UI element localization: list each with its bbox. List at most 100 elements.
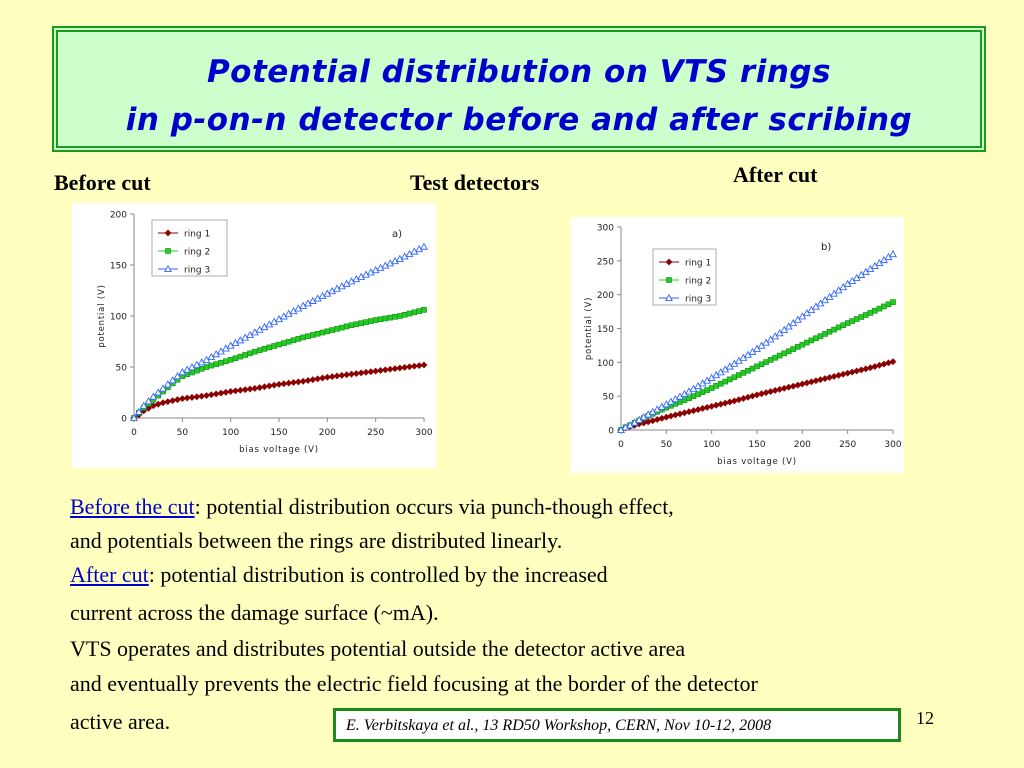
chart-b-x-tick-label: 200 [794,440,811,450]
chart-b-point [784,322,793,330]
chart-b-point [889,249,897,258]
chart-a-point [252,348,258,355]
chart-b-point [685,408,693,416]
chart-a-y-tick-label: 0 [121,415,127,425]
chart-b-point [767,388,775,395]
chart-a-point [256,347,263,354]
chart-a-point [265,382,273,390]
chart-a-point [149,392,158,400]
chart-b-point [703,403,711,411]
chart-a-point [334,326,340,332]
chart-a-point [222,388,230,396]
chart-a-point [139,401,148,409]
chart-b-y-tick-label: 150 [597,325,614,335]
chart-a-y-tick-label: 50 [116,364,128,374]
chart-b-point [676,410,684,418]
chart-a-point [218,359,224,366]
chart-a-point [295,336,302,342]
chart-a-point [261,346,268,352]
chart-a-point [174,396,181,404]
chart-b: 0 50 100 150 200 250 300 0 50 100 150 200 250 300 bias… [584,224,902,468]
chart-b-legend-label: ring 1 [685,259,711,269]
chart-b-point [793,315,802,323]
chart-a-point [319,374,326,382]
chart-a-x-tick-label: 0 [131,428,137,438]
chart-a-point [261,383,268,391]
after-paragraph: After cut: potential distribution is con… [70,562,608,588]
chart-b-x-tick-label: 0 [618,440,624,450]
chart-a-point [207,391,215,399]
chart-a-x-tick-label: 50 [177,428,189,438]
chart-a-point [256,384,264,392]
chart-a-point [154,388,163,396]
chart-a-point [266,344,273,351]
chart-b-point [667,412,675,420]
chart-a-y-tick-label: 100 [110,313,127,323]
chart-b-point [807,378,815,386]
chart-a-series-markers-3 [130,242,428,422]
chart-b-x-tick-label: 100 [703,440,720,450]
chart-a-x-tick-label: 200 [319,428,336,438]
chart-a-legend: ring 1 ring 2 ring 3 [151,219,228,277]
chart-a-point [299,377,307,385]
chart-b-point [780,325,789,333]
chart-a-y-tick-label: 200 [110,211,127,221]
chart-a-point [208,362,215,369]
chart-a-x-tick-label: 150 [270,428,287,438]
chart-b-x-axis-label: bias voltage (V) [717,457,797,467]
chart-a-point [314,375,322,383]
chart-b-legend-marker [665,258,673,266]
chart-b-point [817,376,824,384]
chart-a-point [159,384,167,392]
chart-a-point [227,357,234,363]
chart-b-y-tick-label: 200 [597,291,614,301]
before-paragraph: Before the cut: potential distribution o… [70,494,674,520]
chart-a-point [309,376,317,384]
chart-a-point [387,314,393,321]
chart-b-point [726,398,734,406]
chart-b-point [762,389,770,397]
chart-a-point [276,341,282,348]
chart-a-point [406,310,413,317]
chart-a-series-markers-1 [130,361,428,422]
chart-b-legend-label: ring 3 [685,295,711,305]
chart-a-point [377,316,384,323]
chart-a-point [164,398,172,406]
chart-a-point [319,329,326,336]
chart-a-point [169,397,177,405]
chart-b-point [830,372,838,380]
chart-a-legend-label: ring 2 [184,248,210,258]
chart-b-point [839,370,847,378]
before-the-cut-link[interactable]: Before the cut [70,494,195,519]
chart-b-point [889,358,897,366]
chart-a-point [343,323,350,330]
chart-a-point [134,407,143,415]
chart-b-y-tick-label: 50 [603,393,615,403]
chart-b-point [794,381,802,389]
chart-a-point [300,334,306,341]
chart-a-point [324,328,331,335]
chart-a-point [212,390,220,398]
after-cut-link[interactable]: After cut [70,562,149,587]
chart-b-point [708,402,716,410]
chart-a-point [353,321,360,327]
chart-a-point [242,352,248,358]
chart-b-point [857,366,865,374]
after-cut-label: After cut [733,162,818,187]
chart-a-legend-marker [164,229,172,237]
chart-b-point [780,384,788,392]
chart-b-point [776,385,784,393]
body-line5: VTS operates and distributes potential o… [70,636,686,661]
chart-a-point [232,355,239,362]
chart-b-legend: ring 1 ring 2 ring 3 [652,248,717,306]
chart-b-x-tick-label: 150 [748,440,765,450]
chart-b-x-tick-label: 50 [661,440,673,450]
title-box: Potential distribution on VTS rings in p… [52,26,986,152]
chart-a-point [363,319,369,325]
chart-b-point [694,406,702,413]
chart-a-y-axis-label: potential (V) [97,284,107,347]
chart-b-y-tick-label: 100 [597,359,614,369]
before-cut-label: Before cut [54,170,151,195]
chart-a-point [247,350,253,357]
chart-a-point [421,307,427,313]
